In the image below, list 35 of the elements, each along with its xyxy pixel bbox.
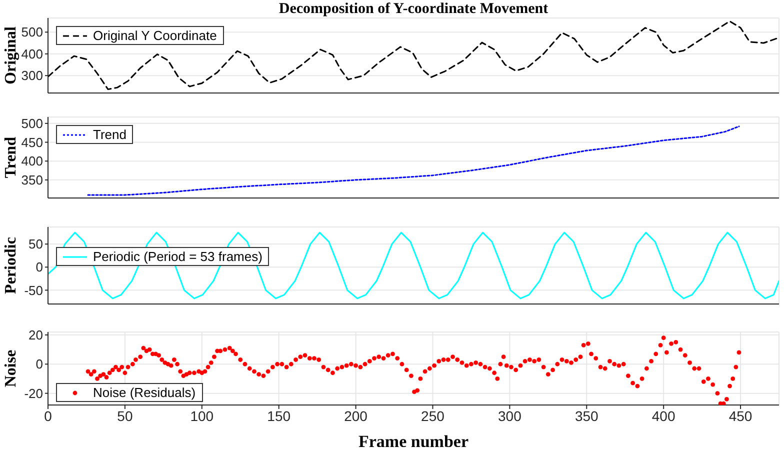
x-tick-label: 250 — [421, 408, 445, 424]
line-series — [48, 20, 778, 90]
y-axis-title: Original — [2, 26, 20, 84]
line-series — [48, 232, 779, 300]
x-tick-label: 50 — [117, 408, 133, 424]
y-axis-title: Noise — [2, 350, 20, 388]
x-tick-label: 150 — [267, 408, 291, 424]
y-tick-label: 400 — [21, 46, 43, 62]
y-tick-label: 450 — [21, 134, 43, 150]
x-tick-label: 300 — [498, 408, 522, 424]
x-tick-label: 400 — [652, 408, 676, 424]
chart-title: Decomposition of Y-coordinate Movement — [278, 0, 550, 18]
x-axis-title: Frame number — [358, 432, 469, 451]
y-tick-label: 0 — [36, 356, 43, 372]
y-tick-label: 20 — [28, 328, 43, 343]
x-tick-label: 450 — [728, 408, 752, 424]
y-tick-label: -20 — [24, 386, 43, 401]
legend-label: Original Y Coordinate — [93, 28, 217, 43]
legend-label: Noise (Residuals) — [93, 385, 196, 400]
y-tick-label: 500 — [21, 116, 43, 132]
line-series — [87, 126, 740, 196]
y-tick-label: 50 — [28, 236, 43, 252]
y-axis-title: Periodic — [2, 237, 20, 294]
y-tick-label: 500 — [21, 24, 43, 40]
y-tick-label: 0 — [36, 260, 43, 275]
x-tick-label: 200 — [344, 408, 368, 424]
x-tick-label: 100 — [190, 408, 214, 424]
legend-label: Trend — [93, 127, 126, 142]
x-tick-label: 350 — [574, 408, 599, 424]
y-tick-label: 350 — [21, 172, 43, 188]
legend-label: Periodic (Period = 53 frames) — [93, 249, 262, 264]
y-tick-label: 400 — [21, 154, 43, 169]
y-axis-title: Trend — [2, 136, 20, 178]
y-tick-label: -50 — [24, 282, 43, 298]
y-tick-label: 300 — [21, 68, 43, 84]
